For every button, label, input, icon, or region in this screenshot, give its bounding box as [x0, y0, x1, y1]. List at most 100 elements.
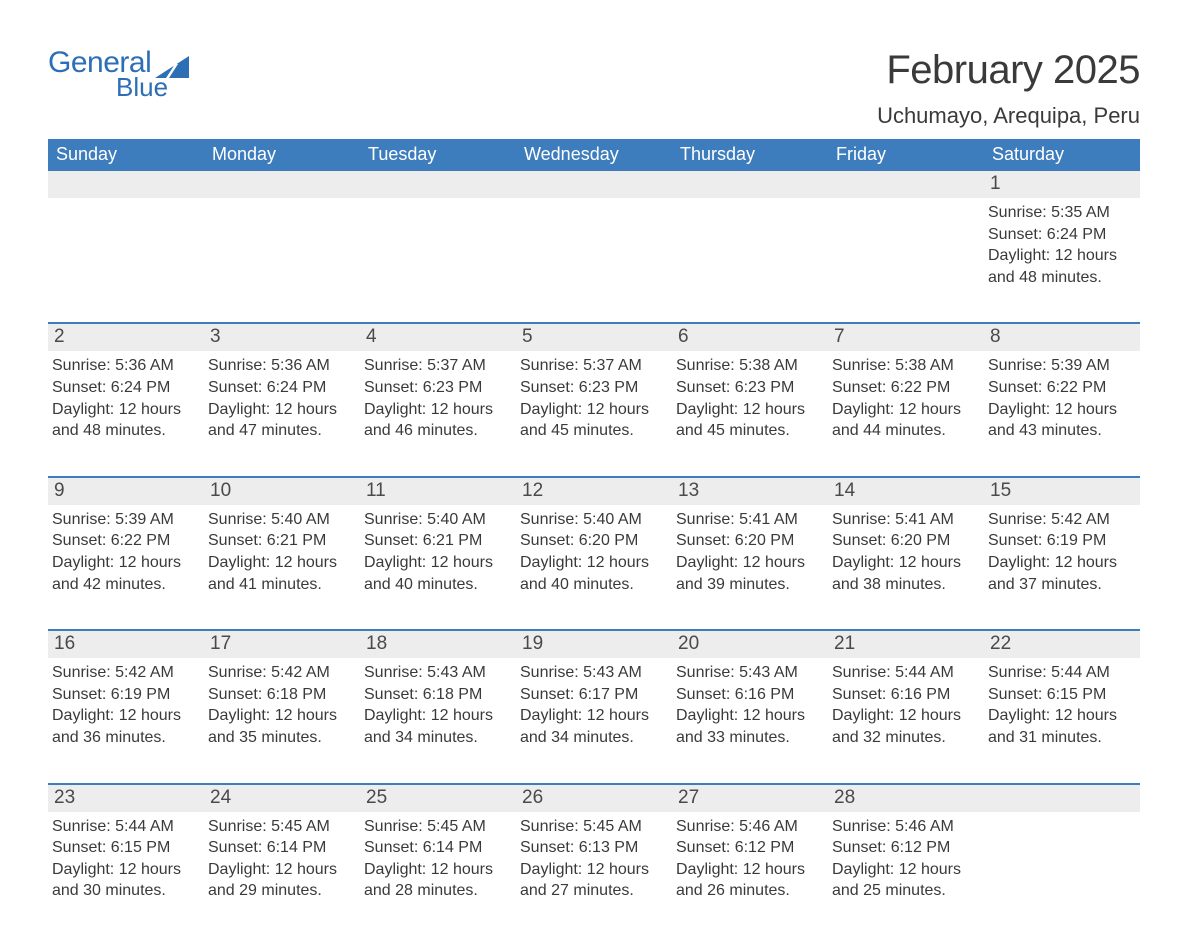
day-number: 28 — [828, 785, 984, 812]
daylight-line: Daylight: 12 hours and 31 minutes. — [988, 705, 1130, 748]
day-cell: 24 Sunrise: 5:45 AMSunset: 6:14 PMDayligh… — [204, 785, 360, 936]
weekday-saturday: Saturday — [984, 139, 1140, 171]
sunset-line: Sunset: 6:16 PM — [676, 684, 818, 706]
day-cell: 13Sunrise: 5:41 AMSunset: 6:20 PMDayligh… — [672, 478, 828, 629]
sunset-line: Sunset: 6:19 PM — [988, 530, 1130, 552]
month-title: February 2025 — [877, 48, 1140, 93]
weekday-tuesday: Tuesday — [360, 139, 516, 171]
day-number: 1 — [984, 171, 1140, 198]
daylight-line: Daylight: 12 hours and 30 minutes. — [52, 859, 194, 902]
day-details: Sunrise: 5:45 AMSunset: 6:13 PMDaylight:… — [516, 812, 668, 902]
daylight-line: Daylight: 12 hours and 34 minutes. — [520, 705, 662, 748]
day-cell: 28Sunrise: 5:46 AMSunset: 6:12 PMDayligh… — [828, 785, 984, 936]
day-details: Sunrise: 5:38 AMSunset: 6:23 PMDaylight:… — [672, 351, 824, 441]
day-cell: 14Sunrise: 5:41 AMSunset: 6:20 PMDayligh… — [828, 478, 984, 629]
sunset-line: Sunset: 6:18 PM — [208, 684, 350, 706]
day-cell: 5Sunrise: 5:37 AMSunset: 6:23 PMDaylight… — [516, 324, 672, 475]
daylight-line: Daylight: 12 hours and 46 minutes. — [364, 399, 506, 442]
sunrise-line: Sunrise: 5:43 AM — [676, 662, 818, 684]
daylight-line: Daylight: 12 hours and 48 minutes. — [52, 399, 194, 442]
day-details: Sunrise: 5:37 AMSunset: 6:23 PMDaylight:… — [360, 351, 512, 441]
day-number: 9 — [48, 478, 204, 505]
day-cell: 27Sunrise: 5:46 AMSunset: 6:12 PMDayligh… — [672, 785, 828, 936]
sunset-line: Sunset: 6:16 PM — [832, 684, 974, 706]
week-row: 9Sunrise: 5:39 AMSunset: 6:22 PMDaylight… — [48, 476, 1140, 629]
day-cell — [516, 171, 672, 322]
daylight-line: Daylight: 12 hours and 45 minutes. — [520, 399, 662, 442]
sunset-line: Sunset: 6:23 PM — [676, 377, 818, 399]
sunset-line: Sunset: 6:18 PM — [364, 684, 506, 706]
sunrise-line: Sunrise: 5:37 AM — [520, 355, 662, 377]
sunset-line: Sunset: 6:14 PM — [208, 837, 350, 859]
day-details: Sunrise: 5:42 AMSunset: 6:19 PMDaylight:… — [984, 505, 1136, 595]
day-number: 4 — [360, 324, 516, 351]
week-row: 2Sunrise: 5:36 AMSunset: 6:24 PMDaylight… — [48, 322, 1140, 475]
day-number: 2 — [48, 324, 204, 351]
sunrise-line: Sunrise: 5:42 AM — [208, 662, 350, 684]
day-cell: 2Sunrise: 5:36 AMSunset: 6:24 PMDaylight… — [48, 324, 204, 475]
day-number: 10 — [204, 478, 360, 505]
day-details: Sunrise: 5:41 AMSunset: 6:20 PMDaylight:… — [672, 505, 824, 595]
day-number: 3 — [204, 324, 360, 351]
daylight-line: Daylight: 12 hours and 35 minutes. — [208, 705, 350, 748]
daylight-line: Daylight: 12 hours and 25 minutes. — [832, 859, 974, 902]
daylight-line: Daylight: 12 hours and 29 minutes. — [208, 859, 350, 902]
daylight-line: Daylight: 12 hours and 47 minutes. — [208, 399, 350, 442]
weekday-header-row: Sunday Monday Tuesday Wednesday Thursday… — [48, 139, 1140, 171]
sunset-line: Sunset: 6:22 PM — [988, 377, 1130, 399]
sunset-line: Sunset: 6:23 PM — [364, 377, 506, 399]
daylight-line: Daylight: 12 hours and 38 minutes. — [832, 552, 974, 595]
sunset-line: Sunset: 6:12 PM — [676, 837, 818, 859]
sunset-line: Sunset: 6:21 PM — [364, 530, 506, 552]
day-number: 17 — [204, 631, 360, 658]
day-number: 25 — [360, 785, 516, 812]
daylight-line: Daylight: 12 hours and 27 minutes. — [520, 859, 662, 902]
sunset-line: Sunset: 6:20 PM — [832, 530, 974, 552]
day-details: Sunrise: 5:36 AMSunset: 6:24 PMDaylight:… — [204, 351, 356, 441]
day-details: Sunrise: 5:44 AMSunset: 6:15 PMDaylight:… — [984, 658, 1136, 748]
day-details: Sunrise: 5:42 AMSunset: 6:18 PMDaylight:… — [204, 658, 356, 748]
day-details: Sunrise: 5:41 AMSunset: 6:20 PMDaylight:… — [828, 505, 980, 595]
sunrise-line: Sunrise: 5:40 AM — [520, 509, 662, 531]
sunrise-line: Sunrise: 5:46 AM — [832, 816, 974, 838]
daylight-line: Daylight: 12 hours and 39 minutes. — [676, 552, 818, 595]
day-number: 24 — [204, 785, 360, 812]
daylight-line: Daylight: 12 hours and 33 minutes. — [676, 705, 818, 748]
sunrise-line: Sunrise: 5:46 AM — [676, 816, 818, 838]
day-cell — [360, 171, 516, 322]
day-number — [828, 171, 984, 198]
daylight-line: Daylight: 12 hours and 45 minutes. — [676, 399, 818, 442]
day-number — [672, 171, 828, 198]
sunrise-line: Sunrise: 5:45 AM — [208, 816, 350, 838]
day-cell: 8Sunrise: 5:39 AMSunset: 6:22 PMDaylight… — [984, 324, 1140, 475]
day-details: Sunrise: 5:37 AMSunset: 6:23 PMDaylight:… — [516, 351, 668, 441]
day-number: 23 — [48, 785, 204, 812]
daylight-line: Daylight: 12 hours and 32 minutes. — [832, 705, 974, 748]
day-cell: 22Sunrise: 5:44 AMSunset: 6:15 PMDayligh… — [984, 631, 1140, 782]
day-details: Sunrise: 5:44 AMSunset: 6:16 PMDaylight:… — [828, 658, 980, 748]
day-cell: 15Sunrise: 5:42 AMSunset: 6:19 PMDayligh… — [984, 478, 1140, 629]
day-number: 27 — [672, 785, 828, 812]
day-number: 12 — [516, 478, 672, 505]
weekday-wednesday: Wednesday — [516, 139, 672, 171]
day-number — [984, 785, 1140, 812]
day-number: 7 — [828, 324, 984, 351]
daylight-line: Daylight: 12 hours and 41 minutes. — [208, 552, 350, 595]
day-cell: 9Sunrise: 5:39 AMSunset: 6:22 PMDaylight… — [48, 478, 204, 629]
sunset-line: Sunset: 6:14 PM — [364, 837, 506, 859]
day-number: 6 — [672, 324, 828, 351]
day-details: Sunrise: 5:36 AMSunset: 6:24 PMDaylight:… — [48, 351, 200, 441]
day-details: Sunrise: 5:35 AMSunset: 6:24 PMDaylight:… — [984, 198, 1136, 288]
day-details: Sunrise: 5:40 AMSunset: 6:20 PMDaylight:… — [516, 505, 668, 595]
logo-word-blue: Blue — [116, 74, 189, 100]
daylight-line: Daylight: 12 hours and 48 minutes. — [988, 245, 1130, 288]
sunrise-line: Sunrise: 5:40 AM — [208, 509, 350, 531]
day-cell: 25Sunrise: 5:45 AMSunset: 6:14 PMDayligh… — [360, 785, 516, 936]
day-number: 15 — [984, 478, 1140, 505]
sunset-line: Sunset: 6:13 PM — [520, 837, 662, 859]
day-number: 11 — [360, 478, 516, 505]
day-number: 21 — [828, 631, 984, 658]
day-details: Sunrise: 5:38 AMSunset: 6:22 PMDaylight:… — [828, 351, 980, 441]
day-number: 26 — [516, 785, 672, 812]
day-details: Sunrise: 5:40 AMSunset: 6:21 PMDaylight:… — [360, 505, 512, 595]
